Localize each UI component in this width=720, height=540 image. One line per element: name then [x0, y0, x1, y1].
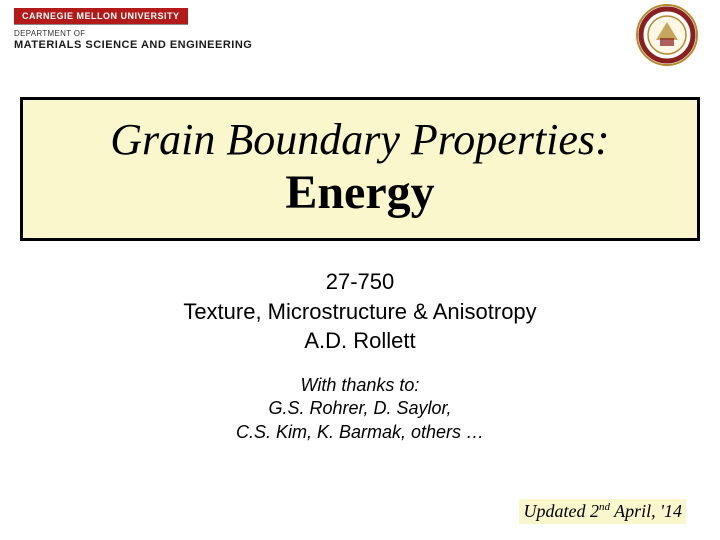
title-line2: Energy: [31, 165, 689, 220]
course-code: 27-750: [0, 267, 720, 297]
dept-name: MATERIALS SCIENCE AND ENGINEERING: [14, 39, 252, 51]
updated-date: Updated 2nd April, '14: [519, 499, 686, 524]
updated-ordinal: nd: [599, 501, 610, 513]
course-author: A.D. Rollett: [0, 326, 720, 356]
title-box: Grain Boundary Properties: Energy: [20, 97, 700, 241]
updated-suffix: April, '14: [610, 501, 682, 521]
slide-header: CARNEGIE MELLON UNIVERSITY DEPARTMENT OF…: [0, 0, 720, 75]
course-name: Texture, Microstructure & Anisotropy: [0, 297, 720, 327]
thanks-intro: With thanks to:: [0, 374, 720, 397]
university-block: CARNEGIE MELLON UNIVERSITY DEPARTMENT OF…: [14, 6, 252, 51]
university-seal-icon: [636, 4, 698, 66]
thanks-line2: C.S. Kim, K. Barmak, others …: [0, 421, 720, 444]
updated-prefix: Updated 2: [523, 501, 599, 521]
dept-prefix: DEPARTMENT OF: [14, 29, 252, 38]
course-block: 27-750 Texture, Microstructure & Anisotr…: [0, 267, 720, 356]
title-line1: Grain Boundary Properties:: [31, 114, 689, 165]
thanks-block: With thanks to: G.S. Rohrer, D. Saylor, …: [0, 374, 720, 444]
thanks-line1: G.S. Rohrer, D. Saylor,: [0, 397, 720, 420]
university-name: CARNEGIE MELLON UNIVERSITY: [14, 8, 188, 25]
